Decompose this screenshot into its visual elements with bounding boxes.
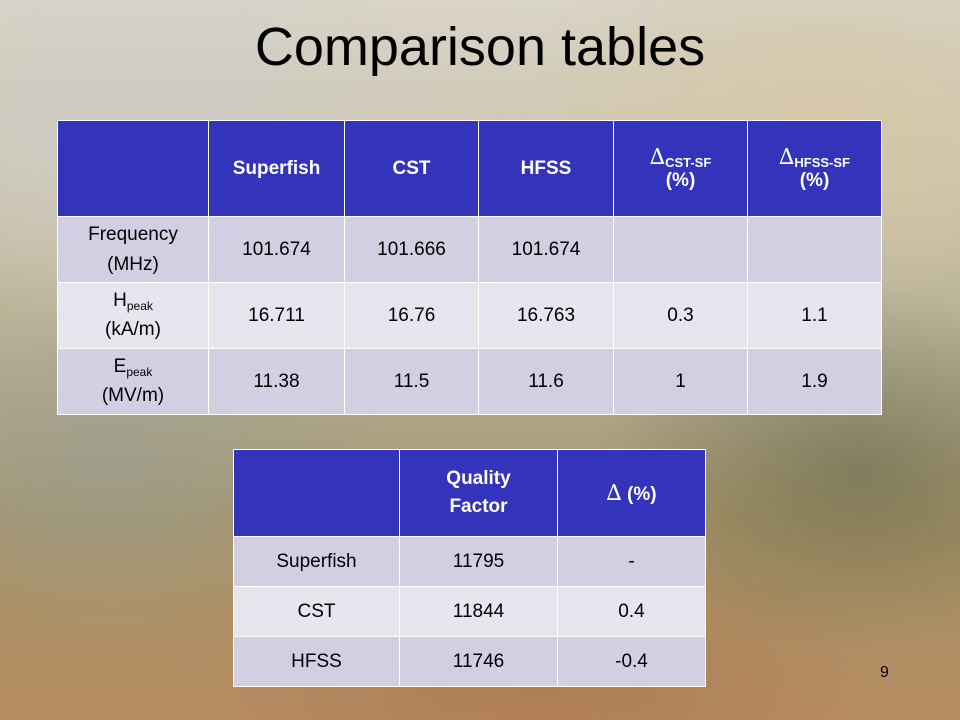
cell-delta: -0.4: [557, 636, 706, 687]
row-label-unit: (kA/m): [105, 319, 161, 340]
header-quality-line: Quality: [446, 468, 511, 489]
cell-delta-cst: 1: [613, 348, 748, 415]
delta-symbol: ∆: [779, 145, 795, 170]
table-row: HFSS 11746 -0.4: [233, 636, 706, 687]
cell-delta-hfss: [747, 216, 882, 283]
cell-name: Superfish: [233, 536, 400, 587]
cell-cst: 101.666: [344, 216, 479, 283]
header-cst: CST: [344, 120, 479, 217]
cell-hfss: 101.674: [478, 216, 614, 283]
delta-hfss-subscript: HFSS-SF: [794, 155, 850, 170]
cell-name: HFSS: [233, 636, 400, 687]
header-factor-line: Factor: [449, 496, 508, 517]
row-label-main: E: [113, 356, 127, 377]
table-row: Superfish 11795 -: [233, 536, 706, 587]
cell-delta-hfss: 1.9: [747, 348, 882, 415]
row-label: Frequency (MHz): [57, 216, 209, 283]
row-label-unit: (MV/m): [101, 385, 165, 406]
cell-delta-hfss: 1.1: [747, 282, 882, 349]
quality-factor-table: Quality Factor ∆ (%) Superfish 11795 - C…: [233, 449, 706, 687]
row-label-main: H: [113, 290, 127, 311]
delta-cst-subscript: CST-SF: [665, 155, 712, 170]
row-label-subscript: peak: [126, 299, 153, 313]
cell-delta-cst: 0.3: [613, 282, 748, 349]
header-corner: [233, 449, 400, 537]
percent-unit: (%): [665, 170, 696, 191]
header-quality-factor: Quality Factor: [399, 449, 558, 537]
header-superfish: Superfish: [208, 120, 345, 217]
delta-symbol: ∆: [649, 145, 666, 170]
percent-unit: (%): [799, 170, 830, 191]
row-label-main: Frequency: [88, 223, 178, 245]
header-delta-cst: ∆CST-SF (%): [613, 120, 748, 217]
percent-unit: (%): [627, 483, 657, 505]
page-number: 9: [880, 664, 889, 681]
cell-quality: 11746: [399, 636, 558, 687]
table-row-h-peak: Hpeak (kA/m) 16.711 16.76 16.763 0.3 1.1: [57, 282, 882, 349]
table-row-e-peak: Epeak (MV/m) 11.38 11.5 11.6 1 1.9: [57, 348, 882, 415]
cell-quality: 11795: [399, 536, 558, 587]
header-delta: ∆ (%): [557, 449, 706, 537]
table-row-frequency: Frequency (MHz) 101.674 101.666 101.674: [57, 216, 882, 283]
row-label-unit: (MHz): [107, 253, 159, 275]
cell-delta: -: [557, 536, 706, 587]
cell-cst: 11.5: [344, 348, 479, 415]
header-hfss: HFSS: [478, 120, 614, 217]
row-label-subscript: peak: [126, 365, 153, 379]
cell-superfish: 11.38: [208, 348, 345, 415]
cell-delta: 0.4: [557, 586, 706, 637]
cell-name: CST: [233, 586, 400, 637]
cell-superfish: 101.674: [208, 216, 345, 283]
cell-delta-cst: [613, 216, 748, 283]
row-label: Hpeak (kA/m): [57, 282, 209, 349]
cell-cst: 16.76: [344, 282, 479, 349]
cell-superfish: 16.711: [208, 282, 345, 349]
cell-hfss: 16.763: [478, 282, 614, 349]
table-row: CST 11844 0.4: [233, 586, 706, 637]
delta-symbol: ∆: [606, 480, 622, 506]
row-label: Epeak (MV/m): [57, 348, 209, 415]
header-corner: [57, 120, 209, 217]
header-delta-hfss: ∆HFSS-SF (%): [747, 120, 882, 217]
cell-hfss: 11.6: [478, 348, 614, 415]
slide-title: Comparison tables: [254, 17, 706, 77]
comparison-table: Superfish CST HFSS ∆CST-SF (%) ∆HFSS-SF …: [57, 120, 882, 415]
cell-quality: 11844: [399, 586, 558, 637]
